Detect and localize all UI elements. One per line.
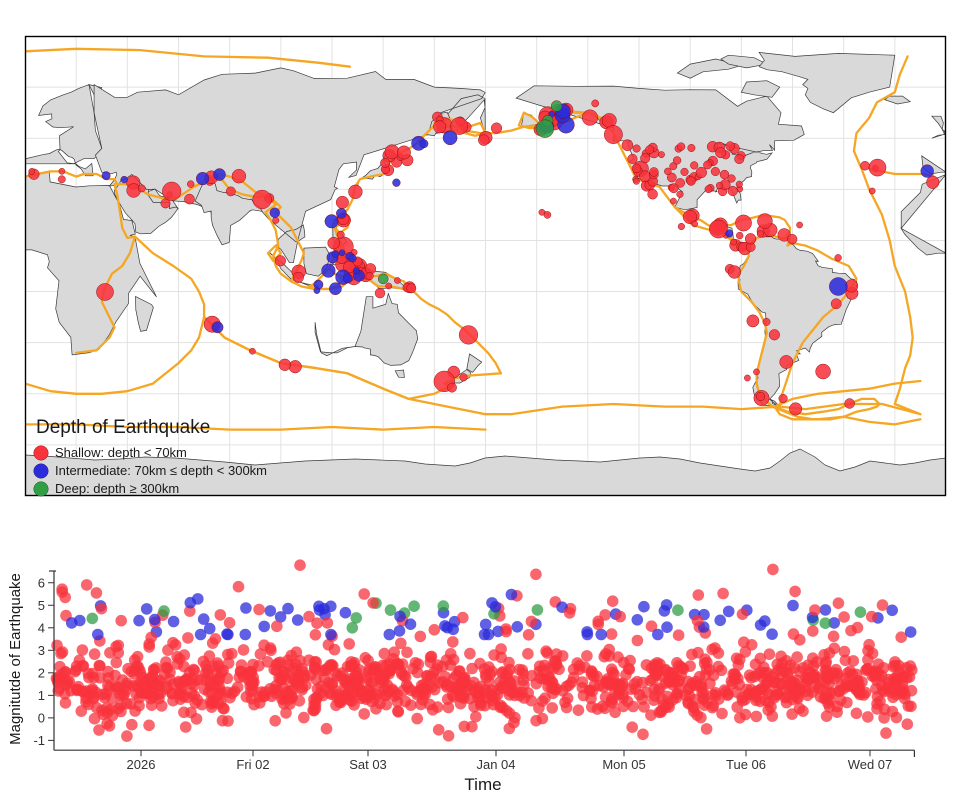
svg-text:Shallow: depth < 70km: Shallow: depth < 70km bbox=[55, 445, 187, 460]
svg-text:Sat 03: Sat 03 bbox=[349, 757, 387, 772]
svg-text:Mon 05: Mon 05 bbox=[602, 757, 645, 772]
svg-text:Wed 07: Wed 07 bbox=[848, 757, 893, 772]
svg-text:Depth of Earthquake: Depth of Earthquake bbox=[36, 417, 210, 438]
svg-text:Time: Time bbox=[464, 775, 501, 794]
svg-text:Jan 04: Jan 04 bbox=[476, 757, 515, 772]
svg-text:Deep: depth ≥ 300km: Deep: depth ≥ 300km bbox=[55, 481, 179, 496]
svg-text:5: 5 bbox=[38, 598, 45, 613]
svg-text:3: 3 bbox=[38, 643, 45, 658]
svg-text:Intermediate: 70km ≤ depth < 3: Intermediate: 70km ≤ depth < 300km bbox=[55, 463, 267, 478]
svg-text:6: 6 bbox=[38, 575, 45, 590]
svg-text:0: 0 bbox=[38, 710, 45, 725]
svg-text:4: 4 bbox=[38, 620, 45, 635]
svg-text:-1: -1 bbox=[33, 733, 45, 748]
svg-text:2026: 2026 bbox=[127, 757, 156, 772]
svg-text:Magnitutde of Earthquake: Magnitutde of Earthquake bbox=[7, 573, 24, 745]
svg-text:Tue 06: Tue 06 bbox=[726, 757, 766, 772]
svg-text:Fri 02: Fri 02 bbox=[236, 757, 269, 772]
svg-text:1: 1 bbox=[38, 688, 45, 703]
svg-text:2: 2 bbox=[38, 665, 45, 680]
